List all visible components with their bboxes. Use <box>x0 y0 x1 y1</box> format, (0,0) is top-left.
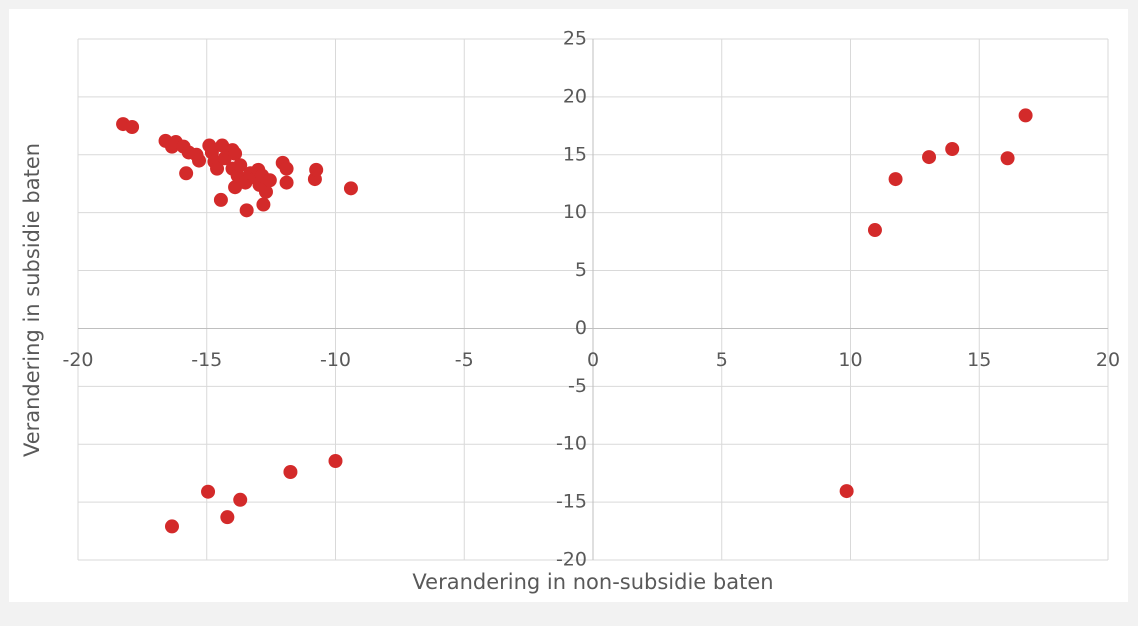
x-axis-title: Verandering in non-subsidie baten <box>412 570 773 594</box>
point <box>279 161 294 176</box>
x-tick-label: 15 <box>967 349 991 371</box>
y-tick-label: -5 <box>568 375 587 397</box>
x-tick-label: 5 <box>716 349 728 371</box>
y-tick-label: -15 <box>556 491 587 513</box>
y-tick-label: 20 <box>563 85 587 107</box>
point <box>213 192 228 207</box>
y-axis-title: Verandering in subsidie baten <box>20 143 44 457</box>
y-tick-label: 25 <box>563 28 587 50</box>
point <box>1018 108 1033 123</box>
x-tick-label: 10 <box>838 349 862 371</box>
x-tick-label: -5 <box>455 349 474 371</box>
point <box>888 172 903 187</box>
x-tick-label: 0 <box>587 349 599 371</box>
point <box>922 150 937 165</box>
x-tick-label: 20 <box>1096 349 1120 371</box>
point <box>258 184 273 199</box>
point <box>1000 151 1015 166</box>
point <box>192 153 207 168</box>
point <box>233 492 248 507</box>
y-tick-label: -20 <box>556 549 587 571</box>
point <box>201 484 216 499</box>
point <box>179 166 194 181</box>
point <box>343 181 358 196</box>
chart-area <box>9 9 1128 602</box>
point <box>220 510 235 525</box>
point <box>262 173 277 188</box>
point <box>256 197 271 212</box>
point <box>210 161 225 176</box>
y-tick-label: 5 <box>575 259 587 281</box>
y-tick-label: 15 <box>563 143 587 165</box>
point <box>867 223 882 238</box>
x-tick-label: -15 <box>191 349 222 371</box>
point <box>233 158 248 173</box>
point <box>309 162 324 177</box>
y-tick-label: 10 <box>563 201 587 223</box>
y-tick-label: -10 <box>556 433 587 455</box>
point <box>239 203 254 218</box>
point <box>228 146 243 161</box>
point <box>328 454 343 469</box>
x-tick-label: -20 <box>62 349 93 371</box>
point <box>164 519 179 534</box>
x-tick-label: -10 <box>320 349 351 371</box>
y-tick-label: 0 <box>575 317 587 339</box>
point <box>125 119 140 134</box>
point <box>279 175 294 190</box>
point <box>839 484 854 499</box>
point <box>283 465 298 480</box>
point <box>945 141 960 156</box>
